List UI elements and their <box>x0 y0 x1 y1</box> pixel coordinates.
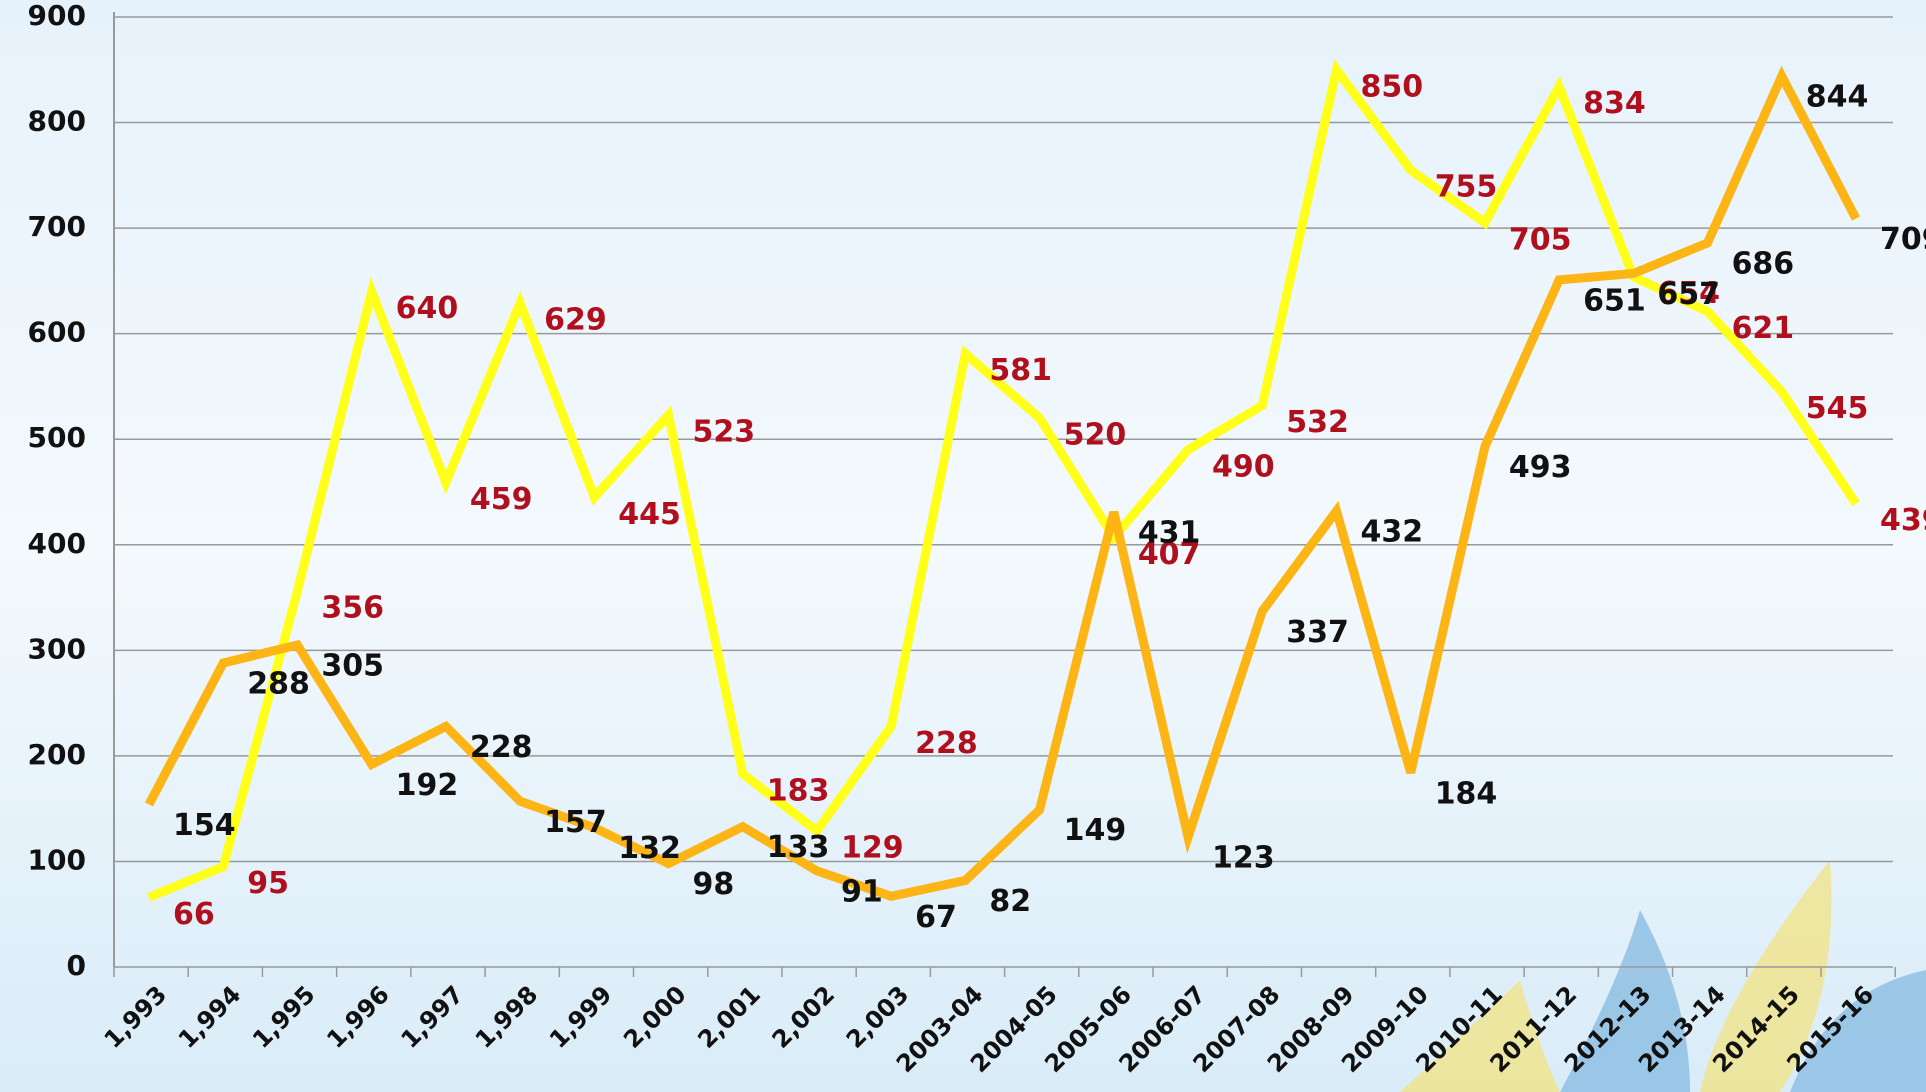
series-line <box>147 59 1860 902</box>
y-tick-label: 300 <box>28 632 86 665</box>
data-label: 82 <box>989 884 1031 919</box>
data-label: 545 <box>1806 391 1869 426</box>
decoration <box>1700 860 1832 1092</box>
data-label: 184 <box>1435 776 1498 811</box>
data-label: 129 <box>841 830 904 865</box>
decoration <box>1790 970 1926 1092</box>
data-label: 123 <box>1212 841 1275 876</box>
data-label: 520 <box>1064 418 1127 453</box>
y-tick-label: 100 <box>28 843 86 876</box>
data-label: 651 <box>1583 283 1646 318</box>
data-label: 98 <box>693 867 735 902</box>
y-tick-label: 0 <box>67 949 86 982</box>
data-label: 337 <box>1286 615 1349 650</box>
data-label: 493 <box>1509 450 1572 485</box>
data-label: 149 <box>1064 813 1127 848</box>
y-tick-label: 400 <box>28 527 86 560</box>
y-tick-label: 500 <box>28 421 86 454</box>
y-tick-label: 800 <box>28 105 86 138</box>
data-label: 657 <box>1657 277 1720 312</box>
data-label: 686 <box>1732 246 1795 281</box>
data-label: 445 <box>618 497 681 532</box>
data-label: 67 <box>915 900 957 935</box>
data-label: 154 <box>173 808 236 843</box>
data-label: 91 <box>841 874 883 909</box>
decoration <box>1400 980 1560 1092</box>
data-label: 705 <box>1509 222 1572 257</box>
data-label: 755 <box>1435 170 1498 205</box>
y-tick-label: 900 <box>28 0 86 32</box>
decoration <box>1560 910 1690 1092</box>
data-label: 532 <box>1286 405 1349 440</box>
data-label: 157 <box>544 805 607 840</box>
data-label: 407 <box>1138 537 1201 572</box>
data-label: 581 <box>989 353 1052 388</box>
data-label: 834 <box>1583 86 1646 121</box>
data-label: 459 <box>470 482 533 517</box>
data-label: 431 <box>1138 516 1201 551</box>
data-label: 490 <box>1212 449 1275 484</box>
data-label: 709 <box>1880 222 1926 257</box>
series-line <box>145 65 1860 901</box>
data-label: 288 <box>247 667 310 702</box>
data-label: 640 <box>396 291 459 326</box>
data-label: 305 <box>321 649 384 684</box>
data-label: 228 <box>915 726 978 761</box>
data-label: 621 <box>1732 311 1795 346</box>
y-tick-label: 200 <box>28 738 86 771</box>
data-label: 844 <box>1806 80 1869 115</box>
data-label: 132 <box>618 831 681 866</box>
data-label: 95 <box>247 866 289 901</box>
data-label: 629 <box>544 303 607 338</box>
data-label: 133 <box>767 830 830 865</box>
data-label: 66 <box>173 897 215 932</box>
y-tick-label: 600 <box>28 316 86 349</box>
data-label: 654 <box>1657 276 1720 311</box>
data-label: 850 <box>1360 69 1423 104</box>
data-label: 439 <box>1880 503 1926 538</box>
y-tick-label: 700 <box>28 210 86 243</box>
data-label: 523 <box>693 414 756 449</box>
data-label: 192 <box>396 768 459 803</box>
data-label: 183 <box>767 773 830 808</box>
data-label: 228 <box>470 730 533 765</box>
data-label: 356 <box>321 591 384 626</box>
data-label: 432 <box>1360 515 1423 550</box>
